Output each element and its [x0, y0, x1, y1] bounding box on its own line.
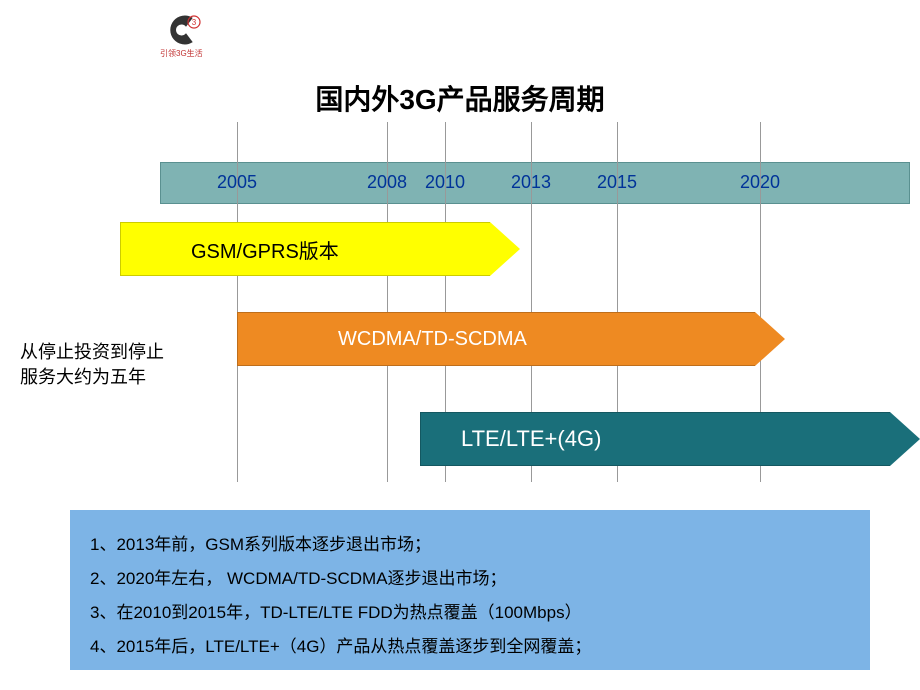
year-label: 2005	[217, 172, 257, 193]
year-label: 2008	[367, 172, 407, 193]
arrow-head-icon	[755, 312, 785, 366]
timeline-chart: 2005 2008 2010 2013 2015 2020 GSM/GPRS版本 WCDMA/…	[120, 122, 920, 482]
note-line: 4、2015年后，LTE/LTE+（4G）产品从热点覆盖逐步到全网覆盖；	[90, 630, 850, 664]
arrow-head-icon	[890, 412, 920, 466]
wcdma-label: WCDMA/TD-SCDMA	[338, 328, 527, 351]
slide-root: 3 引领3G生活 国内外3G产品服务周期 2005 2008 2010 2013 201…	[0, 0, 920, 690]
svg-text:3: 3	[192, 18, 197, 27]
side-note-line: 服务大约为五年	[20, 365, 190, 390]
arrow-head-icon	[490, 222, 520, 276]
year-label: 2010	[425, 172, 465, 193]
side-note: 从停止投资到停止 服务大约为五年	[20, 340, 190, 390]
notes-box: 1、2013年前，GSM系列版本逐步退出市场；2、2020年左右， WCDMA/…	[70, 510, 870, 670]
lte-label: LTE/LTE+(4G)	[461, 426, 601, 452]
logo-subtext: 引领3G生活	[160, 48, 203, 59]
g3-logo: 3	[164, 10, 204, 50]
gsm-label: GSM/GPRS版本	[191, 235, 339, 264]
side-note-line: 从停止投资到停止	[20, 340, 190, 365]
note-line: 2、2020年左右， WCDMA/TD-SCDMA逐步退出市场；	[90, 562, 850, 596]
note-line: 3、在2010到2015年，TD-LTE/LTE FDD为热点覆盖（100Mbp…	[90, 596, 850, 630]
note-line: 1、2013年前，GSM系列版本逐步退出市场；	[90, 528, 850, 562]
year-label: 2013	[511, 172, 551, 193]
year-label: 2020	[740, 172, 780, 193]
page-title: 国内外3G产品服务周期	[0, 78, 920, 118]
year-label: 2015	[597, 172, 637, 193]
